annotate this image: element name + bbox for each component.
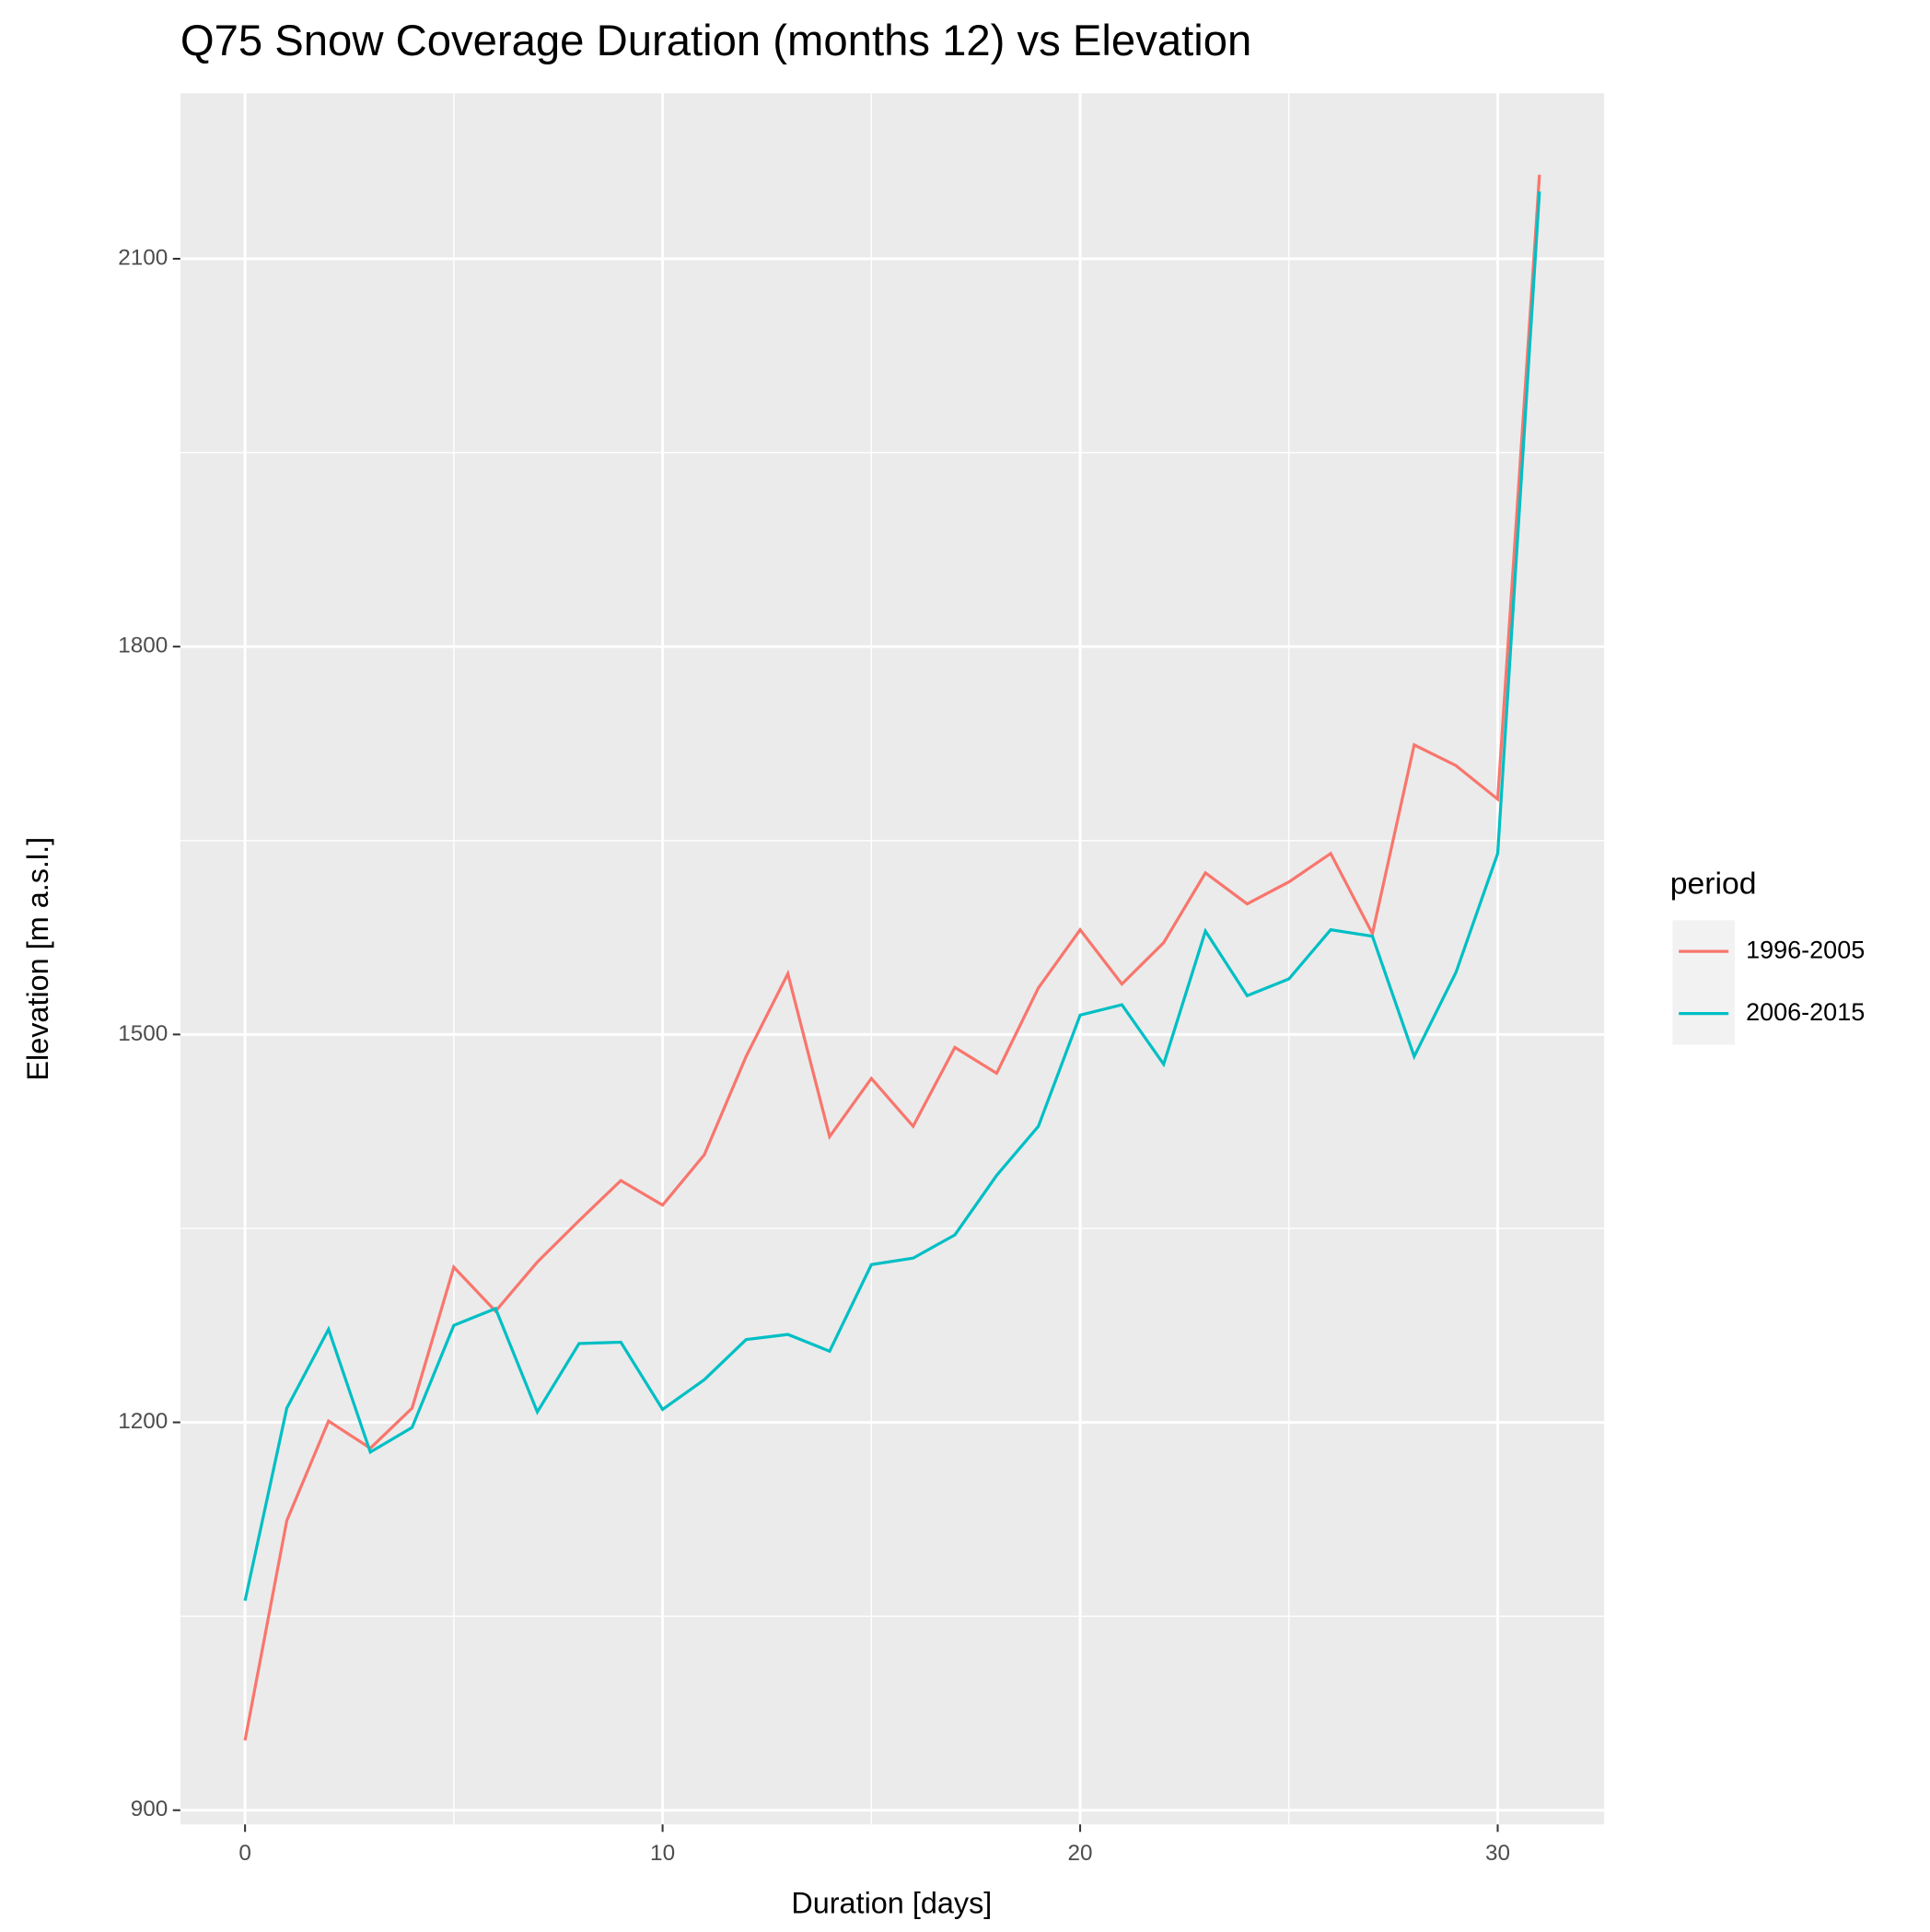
legend: period 1996-2005 2006-2015 xyxy=(1670,866,1865,1045)
y-axis-title: Elevation [m a.s.l.] xyxy=(21,837,54,1081)
x-tick-label: 10 xyxy=(650,1841,675,1866)
lines xyxy=(243,174,1541,1741)
legend-label: 2006-2015 xyxy=(1746,998,1865,1026)
series-line xyxy=(243,191,1541,1601)
series-line xyxy=(243,174,1541,1741)
x-axis-title: Duration [days] xyxy=(791,1887,992,1920)
y-tick-label: 2100 xyxy=(118,245,168,270)
x-tick-label: 0 xyxy=(238,1841,251,1866)
y-tick-label: 1200 xyxy=(118,1409,168,1434)
axes: 900 1200 1500 1800 2100 0 10 20 30 xyxy=(118,245,1510,1866)
y-tick-label: 1800 xyxy=(118,634,168,658)
y-tick-label: 900 xyxy=(131,1797,169,1821)
x-tick-label: 20 xyxy=(1068,1841,1093,1866)
legend-title: period xyxy=(1670,866,1757,901)
legend-label: 1996-2005 xyxy=(1746,936,1865,963)
panel xyxy=(180,93,1605,1825)
y-tick-label: 1500 xyxy=(118,1021,168,1046)
x-tick-label: 30 xyxy=(1485,1841,1510,1866)
grid xyxy=(180,93,1605,1825)
chart-title: Q75 Snow Coverage Duration (months 12) v… xyxy=(180,17,1251,65)
